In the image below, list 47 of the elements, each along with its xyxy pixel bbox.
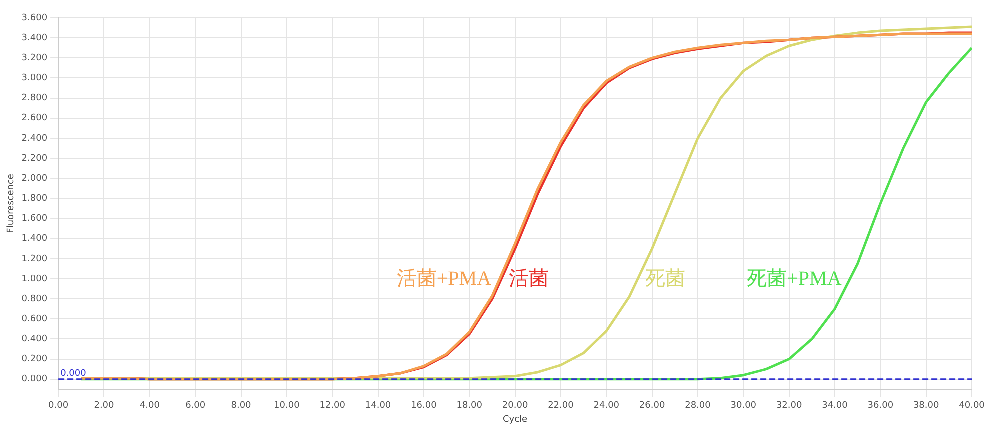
x-tick-label: 16.00: [411, 401, 438, 412]
series-label: 死菌: [646, 268, 686, 290]
x-tick-label: 18.00: [456, 401, 483, 412]
x-tick-label: 20.00: [502, 401, 528, 412]
x-tick-label: 26.00: [639, 401, 666, 412]
x-tick-label: 10.00: [274, 401, 300, 412]
x-axis-title: Cycle: [502, 414, 528, 425]
x-tick-label: 28.00: [685, 401, 712, 412]
y-tick-label: 0.400: [22, 334, 48, 345]
y-tick-label: 0.600: [22, 314, 48, 324]
series-label: 死菌+PMA: [747, 268, 842, 290]
y-tick-label: 3.000: [22, 74, 48, 84]
x-tick-label: 0.00: [48, 401, 69, 412]
y-tick-label: 1.800: [22, 194, 48, 204]
y-tick-label: 3.400: [22, 33, 48, 44]
y-tick-label: 1.600: [22, 214, 48, 224]
x-tick-label: 30.00: [730, 401, 757, 412]
x-tick-label: 2.00: [94, 401, 115, 412]
x-tick-label: 36.00: [868, 401, 894, 412]
ref-line-label: 0.000: [60, 369, 87, 380]
x-tick-label: 6.00: [186, 401, 206, 412]
x-tick-label: 22.00: [548, 401, 574, 412]
x-tick-label: 32.00: [776, 401, 802, 412]
y-tick-label: 2.400: [22, 134, 48, 144]
y-tick-label: 0.800: [22, 294, 48, 304]
y-tick-label: 2.200: [22, 154, 48, 164]
series-label: 活菌+PMA: [396, 268, 492, 290]
y-tick-label: 2.000: [22, 174, 48, 184]
series-label: 活菌: [509, 268, 550, 290]
y-tick-label: 1.400: [22, 234, 48, 244]
y-tick-label: 3.600: [22, 13, 48, 24]
x-tick-label: 34.00: [822, 401, 848, 412]
x-tick-label: 12.00: [320, 401, 346, 412]
y-tick-label: 0.200: [22, 354, 48, 365]
x-tick-label: 8.00: [231, 401, 252, 412]
y-tick-label: 2.600: [22, 114, 48, 124]
x-tick-label: 14.00: [365, 401, 392, 412]
y-tick-label: 1.200: [22, 254, 48, 264]
y-tick-label: 2.800: [22, 94, 48, 104]
y-tick-label: 1.000: [22, 274, 48, 284]
x-tick-label: 40.00: [959, 401, 986, 412]
y-tick-label: 0.000: [22, 374, 48, 385]
x-tick-label: 38.00: [913, 401, 940, 412]
y-axis-title: Fluorescence: [6, 174, 17, 234]
y-tick-label: 3.200: [22, 53, 48, 64]
x-tick-label: 4.00: [140, 401, 160, 412]
x-tick-label: 24.00: [594, 401, 620, 412]
